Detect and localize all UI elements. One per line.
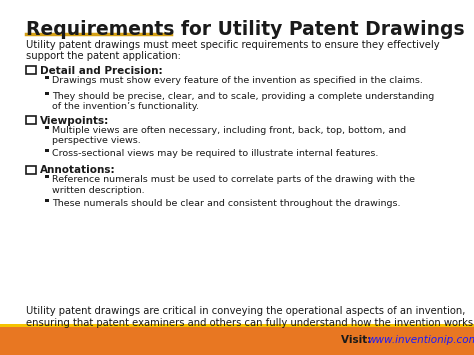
- Text: Cross-sectional views may be required to illustrate internal features.: Cross-sectional views may be required to…: [52, 149, 379, 158]
- Text: Visit:: Visit:: [341, 335, 375, 345]
- Text: Reference numerals must be used to correlate parts of the drawing with the
writt: Reference numerals must be used to corre…: [52, 175, 415, 195]
- Text: Utility patent drawings are critical in conveying the operational aspects of an : Utility patent drawings are critical in …: [26, 306, 474, 328]
- Text: Drawings must show every feature of the invention as specified in the claims.: Drawings must show every feature of the …: [52, 76, 423, 85]
- Text: www.inventionip.com: www.inventionip.com: [367, 335, 474, 345]
- Text: Multiple views are often necessary, including front, back, top, bottom, and
pers: Multiple views are often necessary, incl…: [52, 126, 406, 145]
- Text: Requirements for Utility Patent Drawings: Requirements for Utility Patent Drawings: [26, 20, 465, 39]
- Text: Annotations:: Annotations:: [40, 165, 116, 175]
- Text: Detail and Precision:: Detail and Precision:: [40, 66, 163, 76]
- Text: They should be precise, clear, and to scale, providing a complete understanding
: They should be precise, clear, and to sc…: [52, 92, 434, 111]
- Text: Viewpoints:: Viewpoints:: [40, 116, 109, 126]
- Text: Utility patent drawings must meet specific requirements to ensure they effective: Utility patent drawings must meet specif…: [26, 40, 440, 61]
- Text: These numerals should be clear and consistent throughout the drawings.: These numerals should be clear and consi…: [52, 199, 401, 208]
